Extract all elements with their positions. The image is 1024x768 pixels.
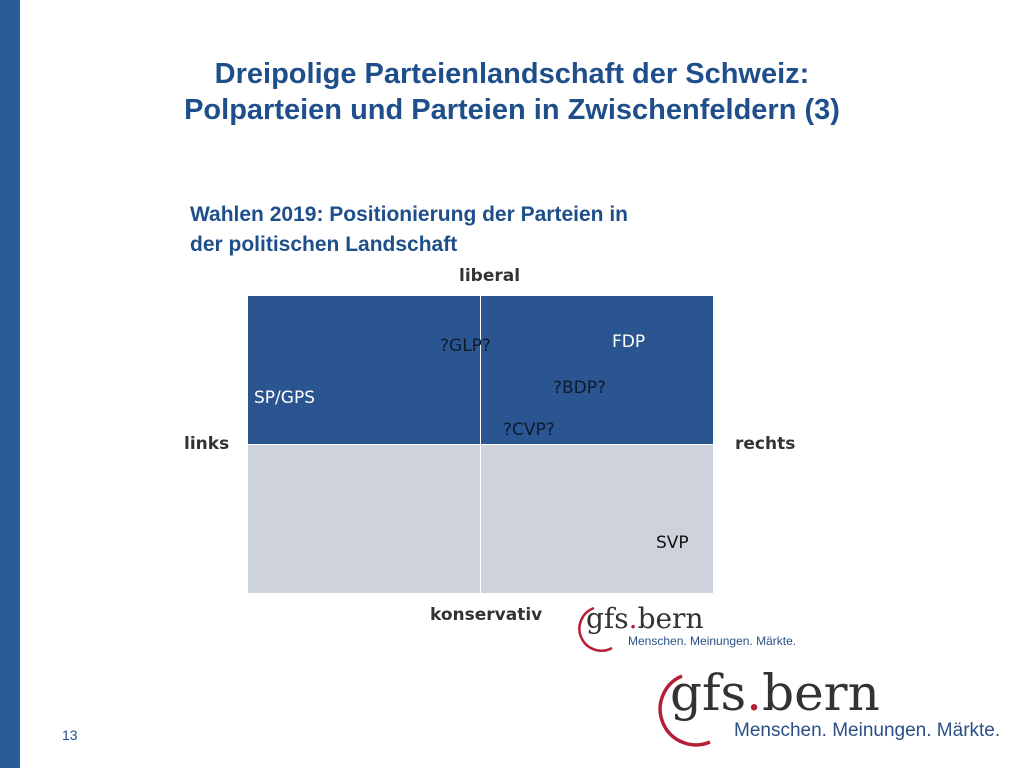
party-bdp: ?BDP? <box>553 378 607 398</box>
logo-wordmark: gfs.bern <box>670 664 880 722</box>
logo-dot: . <box>746 664 763 722</box>
logo-name-part-1: gfs <box>670 664 747 722</box>
quadrant-links-konservativ <box>248 445 480 593</box>
logo-tagline: Menschen. Meinungen. Märkte. <box>628 634 797 648</box>
logo-name-part-2: bern <box>637 602 704 635</box>
party-glp: ?GLP? <box>440 336 491 356</box>
page-number: 13 <box>62 727 78 743</box>
logo-arc-icon <box>578 606 613 652</box>
logo-name-part-1: gfs <box>586 602 629 635</box>
left-accent-bar <box>0 0 20 768</box>
quadrant-rechts-liberal <box>481 296 713 444</box>
axis-label-links: links <box>184 434 230 454</box>
party-sp-gps: SP/GPS <box>254 388 315 408</box>
logo-tagline: Menschen. Meinungen. Märkte. <box>734 720 1001 741</box>
axis-label-liberal: liberal <box>459 266 521 286</box>
party-fdp: FDP <box>612 332 646 352</box>
party-svp: SVP <box>656 533 689 553</box>
slide-title-line-2: Polparteien und Parteien in Zwischenfeld… <box>184 94 840 126</box>
gfs-bern-logo-large: gfs.bern Menschen. Meinungen. Märkte. <box>652 664 1000 748</box>
gfs-bern-logo-small: gfs.bern Menschen. Meinungen. Märkte. <box>572 602 796 652</box>
axis-label-konservativ: konservativ <box>430 605 543 625</box>
axis-label-rechts: rechts <box>735 434 796 454</box>
party-cvp: ?CVP? <box>503 420 555 440</box>
logo-arc-icon <box>658 674 711 747</box>
diagram-title-line-2: der politischen Landschaft <box>190 233 458 256</box>
quadrant-links-liberal <box>248 296 480 444</box>
logo-dot: . <box>628 602 638 635</box>
slide-title-line-1: Dreipolige Parteienlandschaft der Schwei… <box>214 58 810 90</box>
quadrant-rechts-konservativ <box>481 445 713 593</box>
diagram-title: Wahlen 2019: Positionierung der Parteien… <box>190 200 790 260</box>
logo-wordmark: gfs.bern <box>586 602 703 635</box>
slide-title: Dreipolige Parteienlandschaft der Schwei… <box>40 56 984 128</box>
diagram-title-line-1: Wahlen 2019: Positionierung der Parteien… <box>190 203 628 226</box>
logo-name-part-2: bern <box>762 664 880 722</box>
